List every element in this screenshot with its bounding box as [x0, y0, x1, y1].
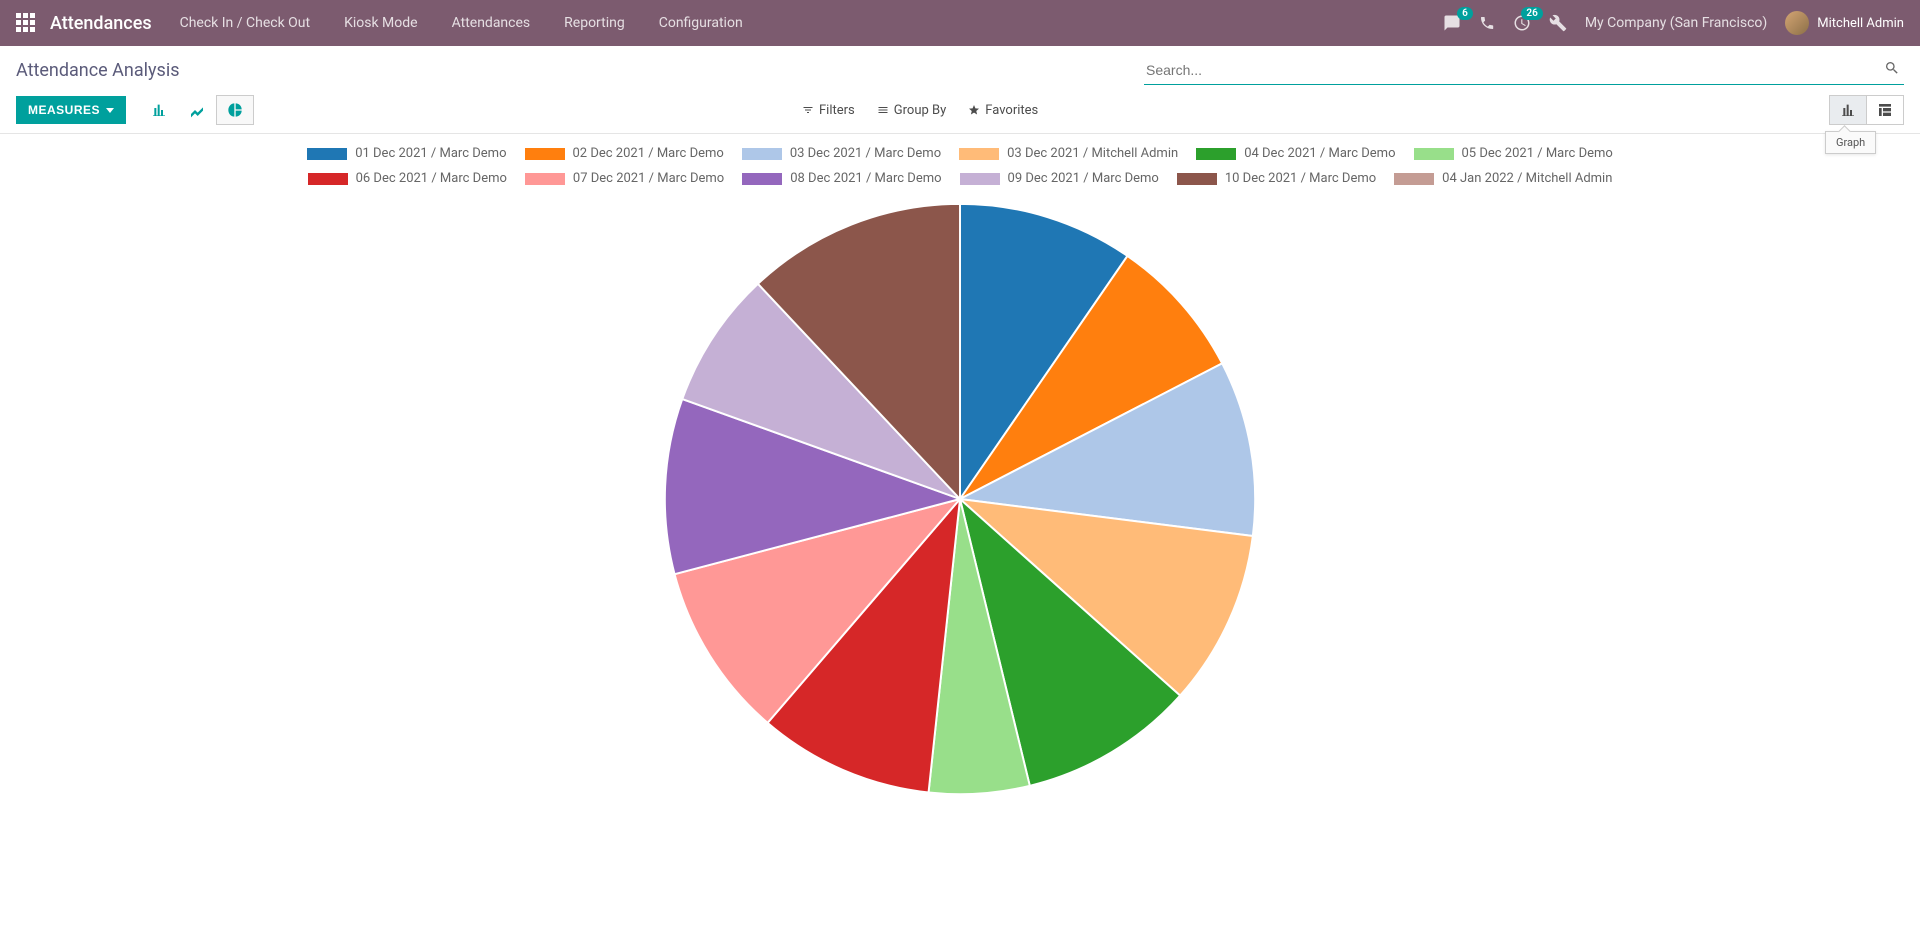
messages-badge: 6: [1457, 7, 1473, 20]
search-wrap: [1144, 56, 1904, 85]
legend-swatch: [525, 148, 565, 160]
menu-checkin[interactable]: Check In / Check Out: [180, 15, 310, 31]
legend-item[interactable]: 08 Dec 2021 / Marc Demo: [742, 171, 941, 186]
control-panel: Attendance Analysis MEASURES: [0, 46, 1920, 134]
graph-tooltip: Graph: [1825, 131, 1876, 154]
legend-label: 10 Dec 2021 / Marc Demo: [1225, 171, 1376, 186]
menu-attendances[interactable]: Attendances: [452, 15, 531, 31]
legend-item[interactable]: 06 Dec 2021 / Marc Demo: [308, 171, 507, 186]
legend-swatch: [525, 173, 565, 185]
phone-icon[interactable]: [1479, 15, 1495, 31]
legend-label: 08 Dec 2021 / Marc Demo: [790, 171, 941, 186]
legend-swatch: [959, 148, 999, 160]
measures-label: MEASURES: [28, 103, 100, 117]
pivot-view-button[interactable]: [1867, 95, 1904, 125]
groupby-label: Group By: [894, 103, 947, 118]
bar-chart-button[interactable]: [140, 95, 178, 125]
chart-area: 01 Dec 2021 / Marc Demo 02 Dec 2021 / Mar…: [0, 134, 1920, 816]
activities-badge: 26: [1521, 7, 1542, 20]
favorites-label: Favorites: [985, 103, 1038, 118]
chevron-down-icon: [106, 108, 114, 113]
legend-swatch: [960, 173, 1000, 185]
legend-label: 04 Jan 2022 / Mitchell Admin: [1442, 171, 1612, 186]
menu-configuration[interactable]: Configuration: [659, 15, 743, 31]
legend-swatch: [742, 173, 782, 185]
legend-item[interactable]: 03 Dec 2021 / Mitchell Admin: [959, 146, 1178, 161]
legend-item[interactable]: 01 Dec 2021 / Marc Demo: [307, 146, 506, 161]
messages-icon[interactable]: 6: [1443, 14, 1461, 32]
search-icon[interactable]: [1880, 56, 1904, 84]
debug-icon[interactable]: [1549, 14, 1567, 32]
legend-swatch: [1414, 148, 1454, 160]
legend-label: 06 Dec 2021 / Marc Demo: [356, 171, 507, 186]
legend-label: 01 Dec 2021 / Marc Demo: [355, 146, 506, 161]
company-selector[interactable]: My Company (San Francisco): [1585, 15, 1767, 31]
legend-label: 03 Dec 2021 / Marc Demo: [790, 146, 941, 161]
legend-item[interactable]: 07 Dec 2021 / Marc Demo: [525, 171, 724, 186]
user-menu[interactable]: Mitchell Admin: [1785, 11, 1904, 35]
legend-item[interactable]: 03 Dec 2021 / Marc Demo: [742, 146, 941, 161]
legend-item[interactable]: 04 Dec 2021 / Marc Demo: [1196, 146, 1395, 161]
page-title: Attendance Analysis: [16, 60, 180, 81]
legend-swatch: [307, 148, 347, 160]
measures-button[interactable]: MEASURES: [16, 96, 126, 124]
legend-label: 09 Dec 2021 / Marc Demo: [1008, 171, 1159, 186]
favorites-button[interactable]: Favorites: [968, 103, 1038, 118]
filters-label: Filters: [819, 103, 855, 118]
legend-item[interactable]: 04 Jan 2022 / Mitchell Admin: [1394, 171, 1612, 186]
apps-icon[interactable]: [16, 13, 36, 33]
filters-button[interactable]: Filters: [802, 103, 855, 118]
chart-legend: 01 Dec 2021 / Marc Demo 02 Dec 2021 / Mar…: [210, 146, 1710, 186]
legend-item[interactable]: 02 Dec 2021 / Marc Demo: [525, 146, 724, 161]
legend-item[interactable]: 05 Dec 2021 / Marc Demo: [1414, 146, 1613, 161]
main-menu: Check In / Check Out Kiosk Mode Attendan…: [180, 15, 743, 31]
legend-label: 02 Dec 2021 / Marc Demo: [573, 146, 724, 161]
legend-swatch: [1177, 173, 1217, 185]
graph-view-button[interactable]: [1829, 95, 1867, 125]
activities-icon[interactable]: 26: [1513, 14, 1531, 32]
groupby-button[interactable]: Group By: [877, 103, 947, 118]
legend-label: 03 Dec 2021 / Mitchell Admin: [1007, 146, 1178, 161]
legend-item[interactable]: 10 Dec 2021 / Marc Demo: [1177, 171, 1376, 186]
search-input[interactable]: [1144, 58, 1880, 82]
menu-reporting[interactable]: Reporting: [564, 15, 625, 31]
legend-label: 05 Dec 2021 / Marc Demo: [1462, 146, 1613, 161]
line-chart-button[interactable]: [178, 95, 216, 125]
legend-swatch: [308, 173, 348, 185]
legend-label: 07 Dec 2021 / Marc Demo: [573, 171, 724, 186]
user-name: Mitchell Admin: [1817, 16, 1904, 31]
app-brand[interactable]: Attendances: [50, 13, 152, 34]
legend-swatch: [1394, 173, 1434, 185]
legend-swatch: [742, 148, 782, 160]
pie-chart[interactable]: [655, 194, 1265, 804]
legend-item[interactable]: 09 Dec 2021 / Marc Demo: [960, 171, 1159, 186]
avatar: [1785, 11, 1809, 35]
pie-chart-button[interactable]: [216, 95, 254, 125]
legend-label: 04 Dec 2021 / Marc Demo: [1244, 146, 1395, 161]
top-nav: Attendances Check In / Check Out Kiosk M…: [0, 0, 1920, 46]
legend-swatch: [1196, 148, 1236, 160]
menu-kiosk[interactable]: Kiosk Mode: [344, 15, 418, 31]
